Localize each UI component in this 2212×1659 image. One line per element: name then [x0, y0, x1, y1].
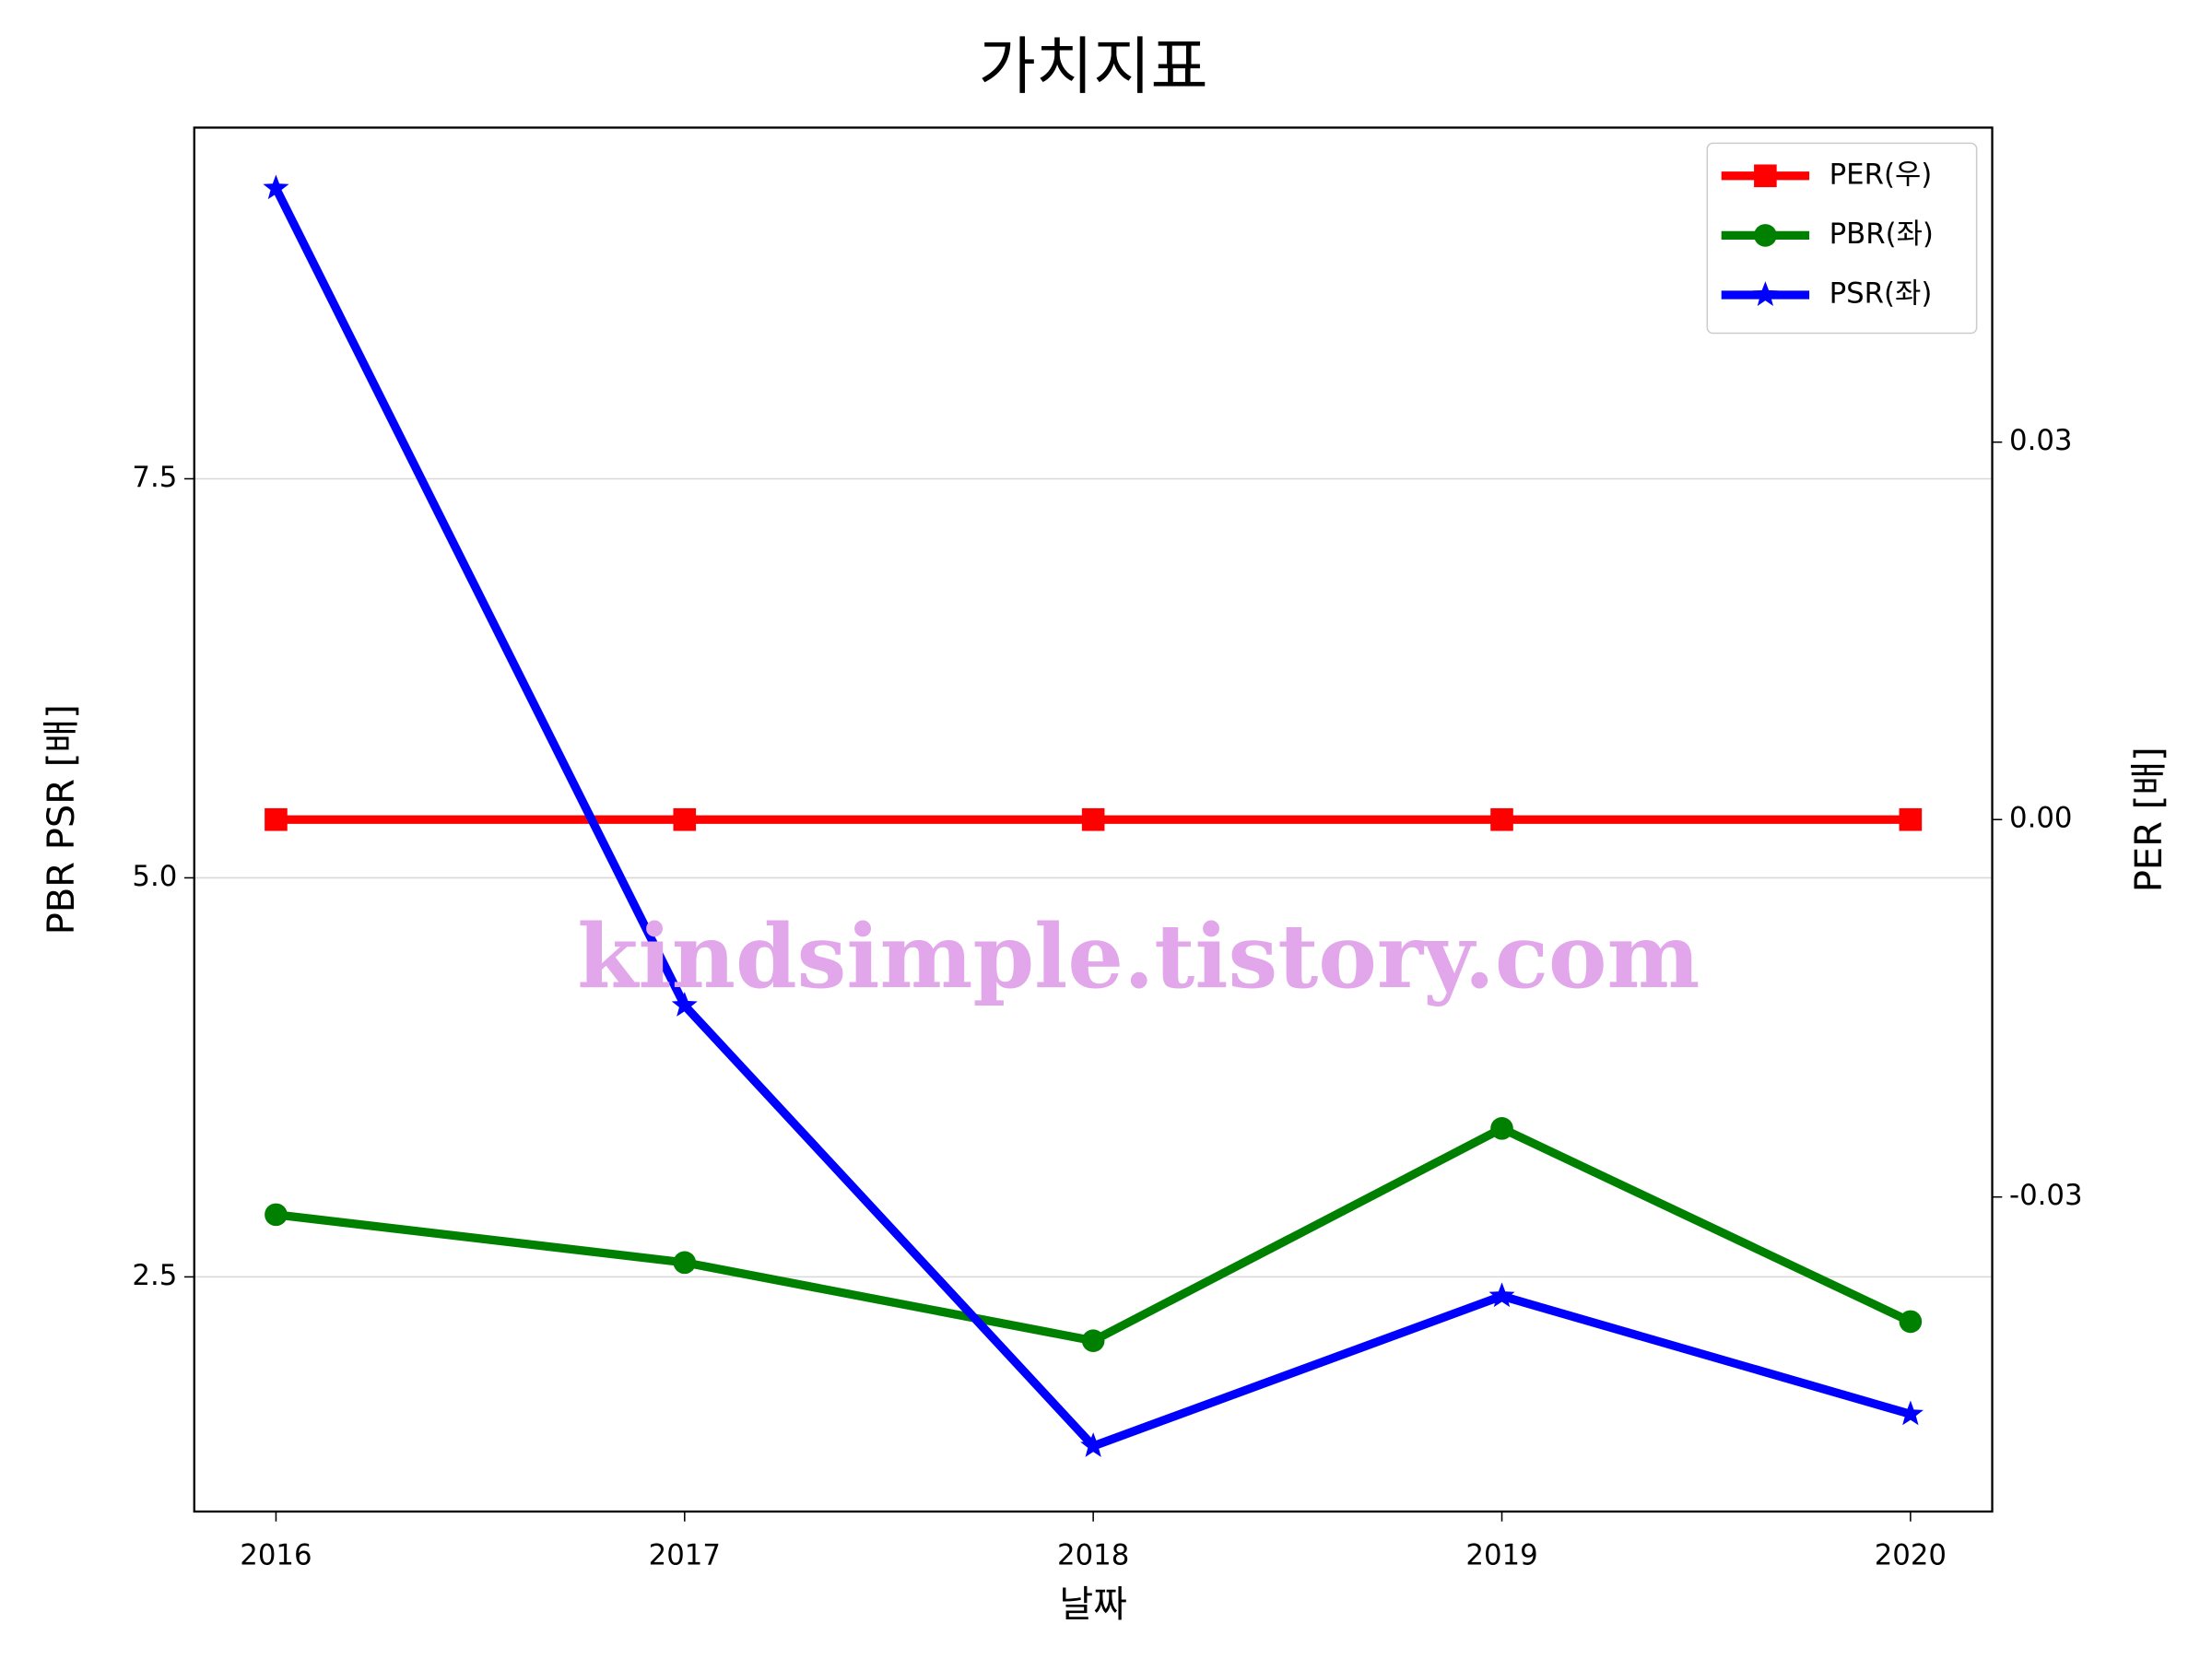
marker — [1081, 807, 1105, 831]
legend-marker — [1754, 224, 1777, 247]
y2-tick-label: -0.03 — [2009, 1179, 2083, 1212]
y2-tick-label: 0.00 — [2009, 802, 2072, 835]
watermark: kindsimple.tistory.com — [577, 905, 1700, 1008]
marker — [673, 1251, 697, 1275]
marker — [673, 807, 697, 831]
x-tick-label: 2017 — [649, 1539, 721, 1572]
legend-label: PER(우) — [1830, 158, 1933, 191]
x-axis-label: 날짜 — [1059, 1583, 1127, 1626]
marker — [265, 1203, 288, 1227]
marker — [263, 174, 289, 200]
marker — [1080, 1432, 1107, 1457]
marker — [265, 807, 288, 831]
marker — [1897, 1400, 1924, 1426]
y2-axis-label: PER [배] — [2128, 747, 2171, 892]
plot-frame — [193, 126, 1994, 1513]
x-tick-label: 2016 — [240, 1539, 312, 1572]
marker — [1490, 807, 1513, 831]
marker — [1899, 1310, 1923, 1334]
marker — [671, 992, 698, 1017]
y2-tick-label: 0.03 — [2009, 424, 2072, 457]
chart-title: 가치지표 — [979, 29, 1208, 102]
y-tick-label: 5.0 — [132, 860, 177, 893]
series-line — [275, 1124, 1912, 1346]
x-tick-label: 2019 — [1465, 1539, 1537, 1572]
marker — [1490, 1117, 1513, 1140]
x-tick-label: 2018 — [1057, 1539, 1129, 1572]
legend-marker — [1752, 281, 1779, 306]
y-axis-label: PBR PSR [배] — [41, 704, 83, 935]
legend-marker — [1754, 164, 1777, 188]
marker — [1081, 1329, 1105, 1352]
y-tick-label: 2.5 — [132, 1259, 177, 1292]
legend-box — [1706, 142, 1978, 335]
marker — [1488, 1282, 1515, 1308]
x-tick-label: 2020 — [1875, 1539, 1947, 1572]
marker — [1899, 807, 1923, 831]
legend-label: PSR(좌) — [1830, 277, 1933, 311]
legend-label: PBR(좌) — [1830, 218, 1934, 251]
y-tick-label: 7.5 — [132, 461, 177, 494]
